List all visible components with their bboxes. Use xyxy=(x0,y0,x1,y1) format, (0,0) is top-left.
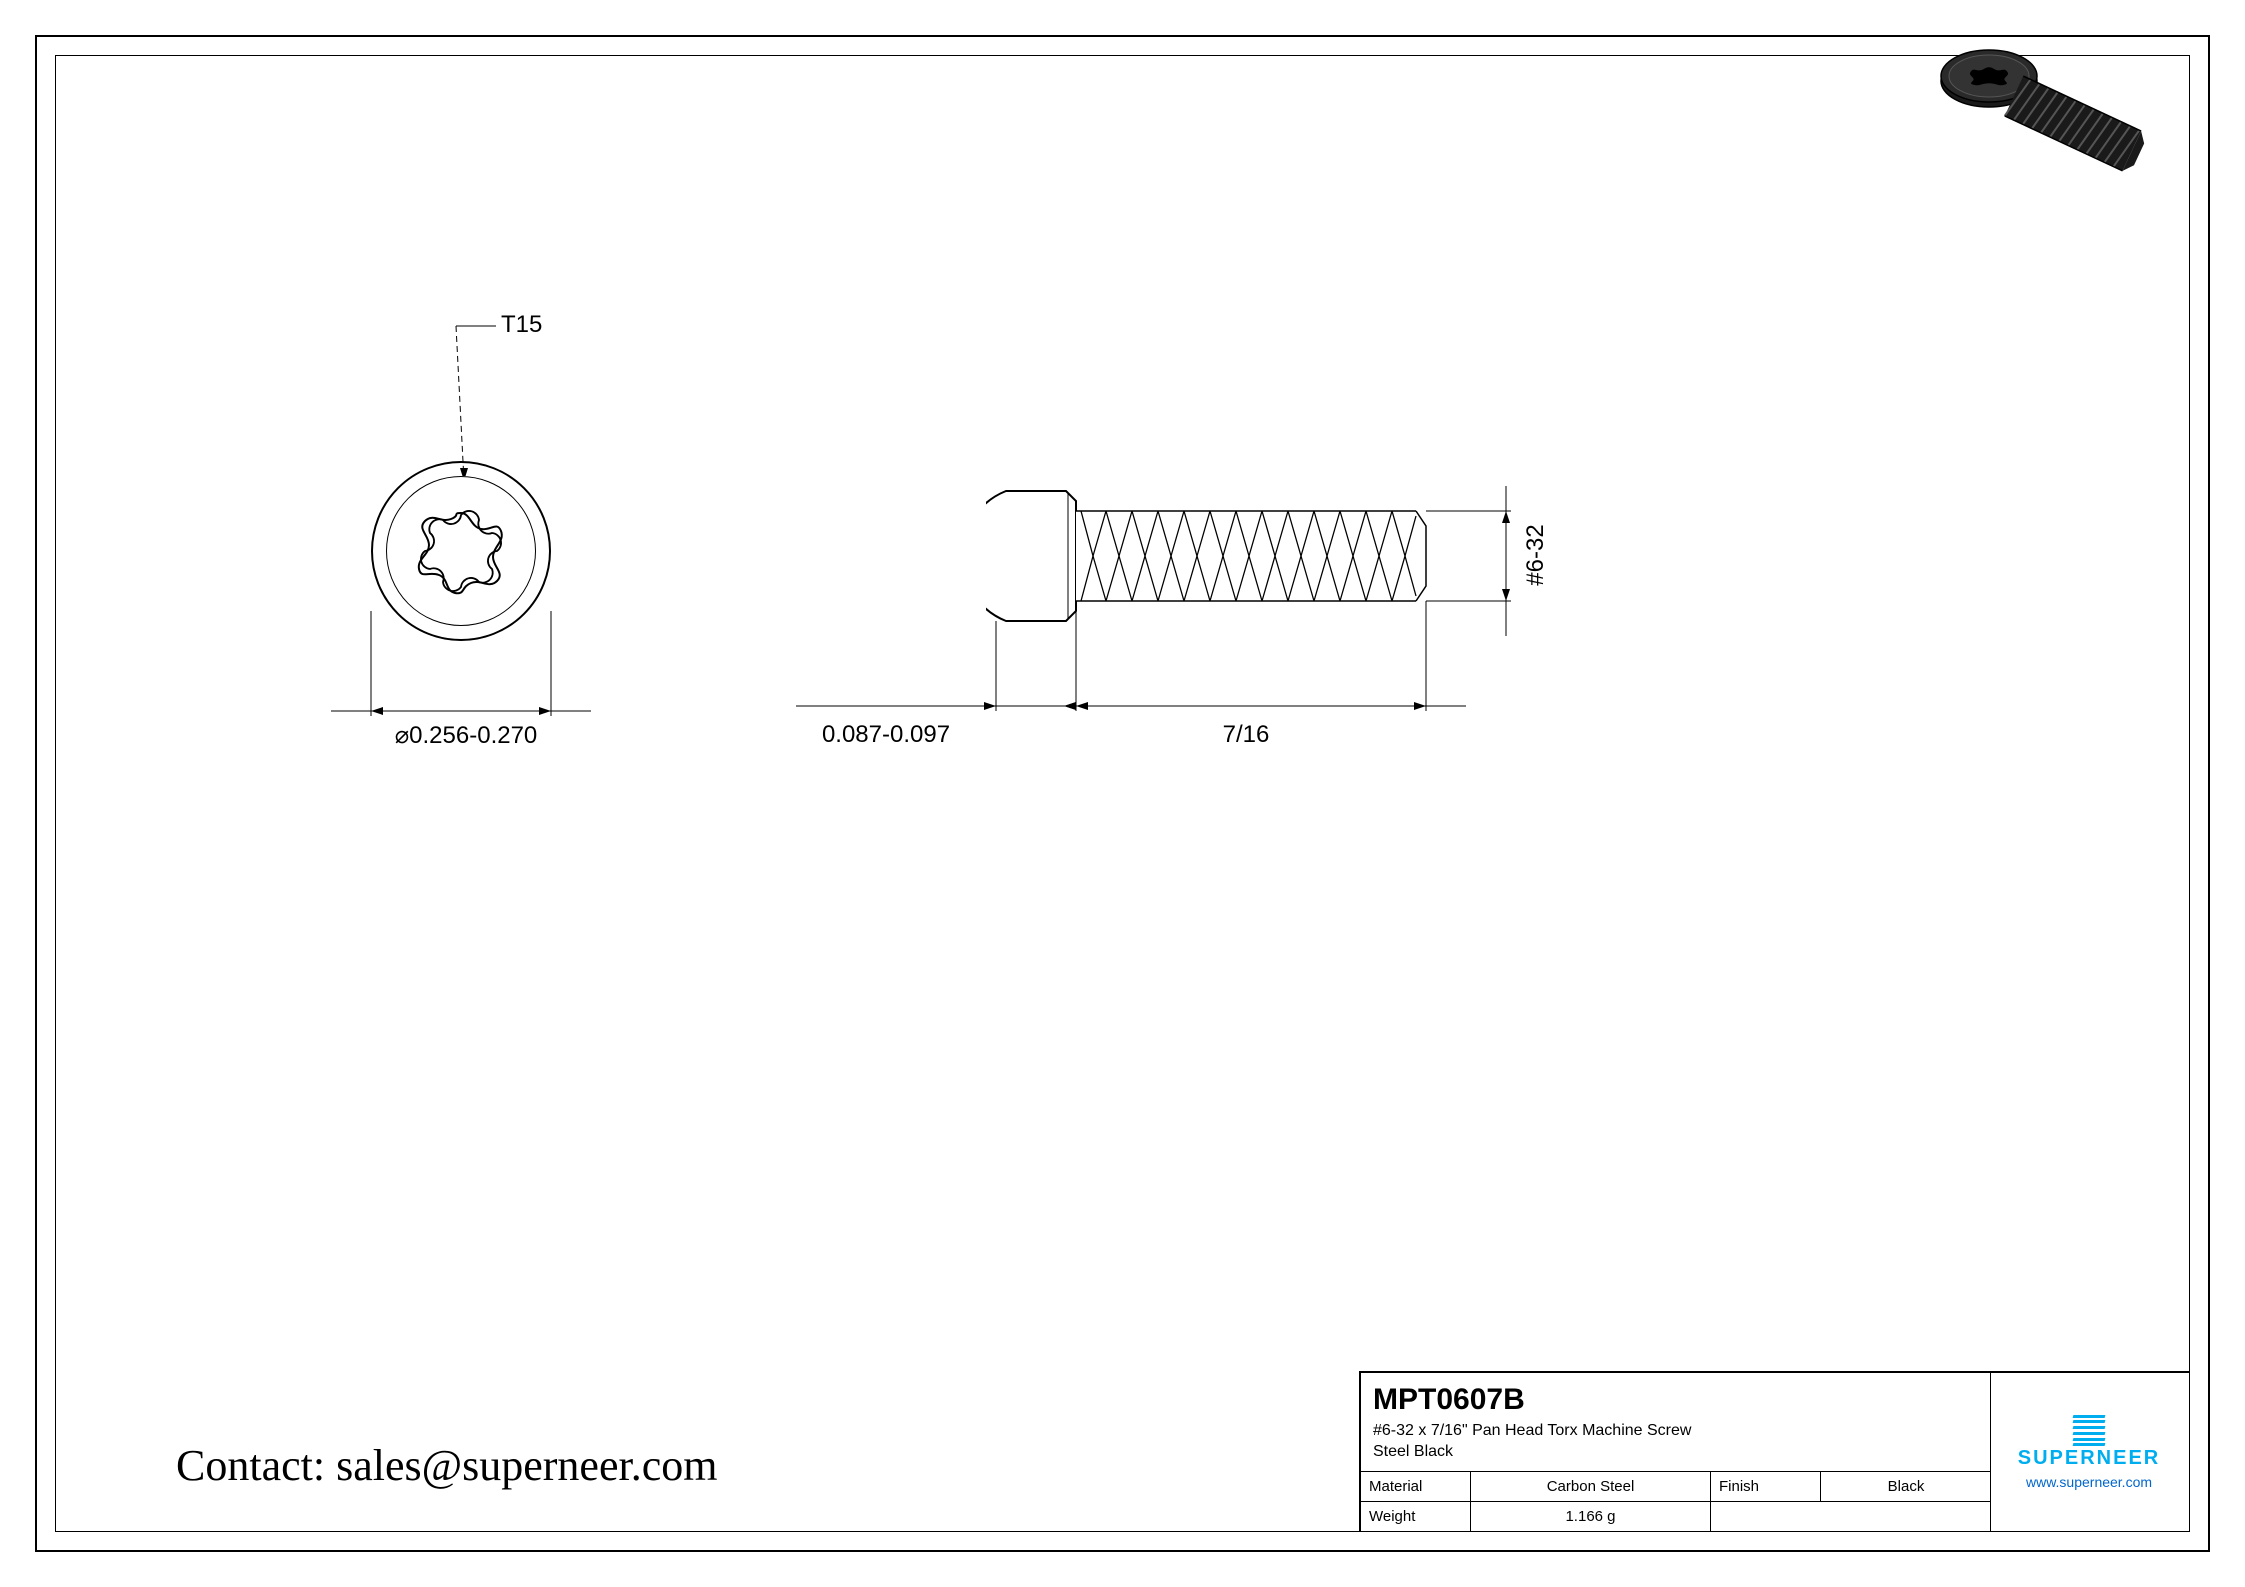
weight-label: Weight xyxy=(1361,1502,1471,1531)
material-value: Carbon Steel xyxy=(1471,1472,1711,1501)
inner-drawing-frame: T15 ⌀0.256-0.270 xyxy=(55,55,2190,1532)
thread-spec-value: #6-32 xyxy=(1522,515,1550,595)
brand-name: SUPERNEER xyxy=(2018,1447,2160,1470)
desc-line-1: #6-32 x 7/16" Pan Head Torx Machine Scre… xyxy=(1373,1421,1691,1442)
desc-line-2: Steel Black xyxy=(1373,1442,1691,1463)
torx-size-leader xyxy=(416,316,536,476)
finish-label: Finish xyxy=(1711,1472,1821,1501)
weight-value: 1.166 g xyxy=(1471,1502,1711,1531)
brand-url[interactable]: www.superneer.com xyxy=(2026,1474,2152,1490)
head-diameter-value: ⌀0.256-0.270 xyxy=(366,721,566,750)
shaft-length-dim xyxy=(1071,601,1471,721)
shaft-length-value: 7/16 xyxy=(1186,721,1306,749)
head-height-value: 0.087-0.097 xyxy=(796,721,976,749)
title-block: MPT0607B #6-32 x 7/16" Pan Head Torx Mac… xyxy=(1359,1371,2189,1531)
material-label: Material xyxy=(1361,1472,1471,1501)
part-number: MPT0607B xyxy=(1373,1383,1525,1417)
finish-value: Black xyxy=(1821,1472,1991,1501)
isometric-screw-render xyxy=(1909,26,2169,206)
brand-logo xyxy=(2073,1415,2105,1447)
contact-text: Contact: sales@superneer.com xyxy=(176,1440,717,1491)
head-height-dim xyxy=(776,486,1076,721)
part-description: #6-32 x 7/16" Pan Head Torx Machine Scre… xyxy=(1373,1421,1691,1463)
logo-stripes-icon xyxy=(2073,1415,2105,1447)
torx-size-label: T15 xyxy=(501,311,542,339)
torx-recess xyxy=(411,501,511,601)
